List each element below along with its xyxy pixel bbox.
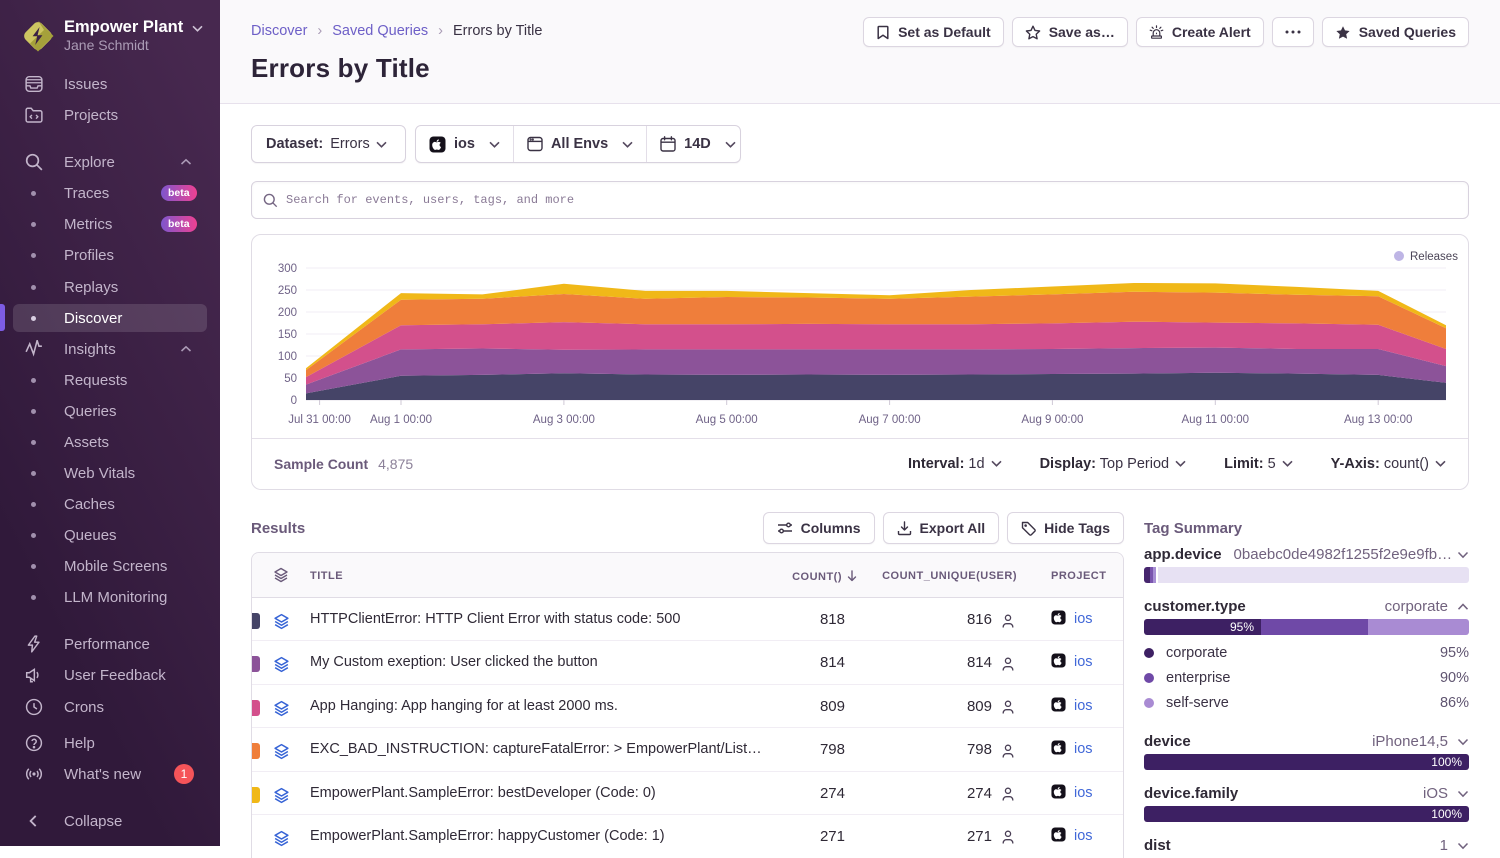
svg-text:0: 0 (291, 395, 297, 407)
svg-text:50: 50 (284, 373, 297, 385)
svg-text:300: 300 (278, 263, 297, 275)
svg-text:Aug 5 00:00: Aug 5 00:00 (696, 414, 758, 426)
svg-text:Aug 3 00:00: Aug 3 00:00 (533, 414, 595, 426)
svg-text:100: 100 (278, 351, 297, 363)
svg-text:Jul 31 00:00: Jul 31 00:00 (288, 414, 351, 426)
svg-text:200: 200 (278, 307, 297, 319)
svg-text:Aug 13 00:00: Aug 13 00:00 (1344, 414, 1412, 426)
svg-text:250: 250 (278, 285, 297, 297)
svg-text:150: 150 (278, 329, 297, 341)
svg-text:Aug 7 00:00: Aug 7 00:00 (859, 414, 921, 426)
svg-text:Aug 9 00:00: Aug 9 00:00 (1021, 414, 1083, 426)
svg-text:Releases: Releases (1410, 251, 1458, 263)
svg-text:Aug 1 00:00: Aug 1 00:00 (370, 414, 432, 426)
svg-text:Aug 11 00:00: Aug 11 00:00 (1182, 414, 1250, 426)
